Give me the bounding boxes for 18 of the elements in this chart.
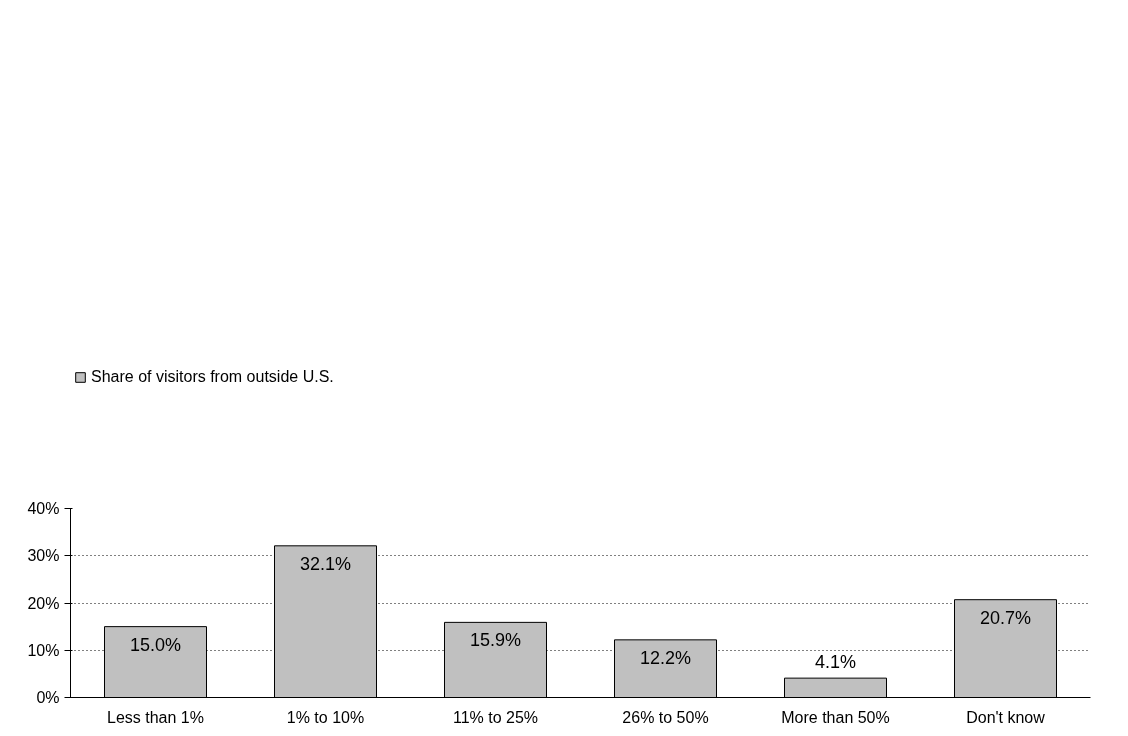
y-tick-label: 20%: [27, 594, 60, 612]
data-label: 12.2%: [639, 647, 692, 668]
x-tick-label: 26% to 50%: [622, 708, 709, 726]
data-label: 4.1%: [814, 652, 857, 673]
x-tick-label: Less than 1%: [107, 708, 204, 726]
legend-label: Share of visitors from outside U.S.: [91, 367, 334, 386]
x-tick-label: More than 50%: [781, 708, 890, 726]
y-tick-label: 40%: [27, 500, 60, 517]
y-tick-label: 10%: [27, 641, 60, 659]
data-label: 20.7%: [979, 607, 1032, 628]
x-tick-label: 11% to 25%: [452, 708, 539, 726]
data-label: 15.9%: [469, 630, 522, 651]
y-tick-label: 0%: [36, 689, 60, 706]
y-tick-label: 30%: [27, 547, 60, 565]
data-label: 32.1%: [299, 553, 352, 574]
data-label: 15.0%: [129, 634, 182, 655]
x-tick-label: Don't know: [966, 708, 1046, 726]
x-tick-label: 1% to 10%: [286, 708, 365, 726]
